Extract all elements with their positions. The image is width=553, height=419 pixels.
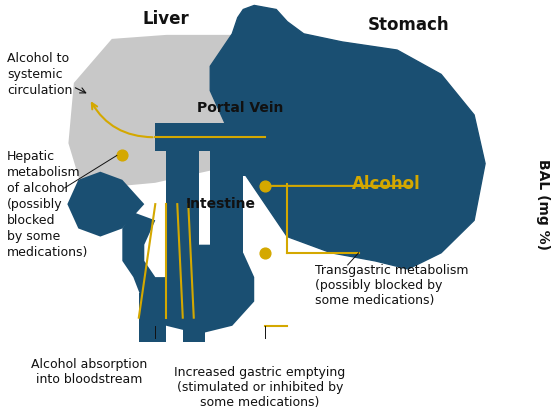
Polygon shape	[210, 147, 243, 293]
Polygon shape	[139, 293, 166, 342]
Polygon shape	[67, 172, 144, 237]
Text: Alcohol absorption
into bloodstream: Alcohol absorption into bloodstream	[31, 358, 148, 386]
Point	[261, 249, 270, 256]
Text: Alcohol to
systemic
circulation: Alcohol to systemic circulation	[7, 52, 72, 97]
Text: BAL (mg %): BAL (mg %)	[536, 159, 550, 250]
Polygon shape	[243, 155, 304, 176]
Polygon shape	[122, 212, 254, 334]
Polygon shape	[166, 147, 199, 293]
Text: Portal Vein: Portal Vein	[197, 101, 284, 115]
Text: Liver: Liver	[143, 10, 190, 28]
Polygon shape	[210, 5, 485, 269]
Text: Alcohol: Alcohol	[352, 175, 420, 193]
Text: Increased gastric emptying
(stimulated or inhibited by
some medications): Increased gastric emptying (stimulated o…	[174, 366, 346, 409]
Text: Transgastric metabolism
(possibly blocked by
some medications): Transgastric metabolism (possibly blocke…	[315, 264, 468, 307]
Text: Intestine: Intestine	[185, 197, 255, 211]
Point	[118, 152, 127, 159]
Polygon shape	[155, 123, 304, 151]
Text: Hepatic
metabolism
of alcohol
(possibly
blocked
by some
medications): Hepatic metabolism of alcohol (possibly …	[7, 150, 88, 259]
Point	[261, 183, 270, 189]
Text: Stomach: Stomach	[367, 16, 449, 34]
Polygon shape	[67, 34, 331, 188]
Polygon shape	[183, 326, 205, 342]
